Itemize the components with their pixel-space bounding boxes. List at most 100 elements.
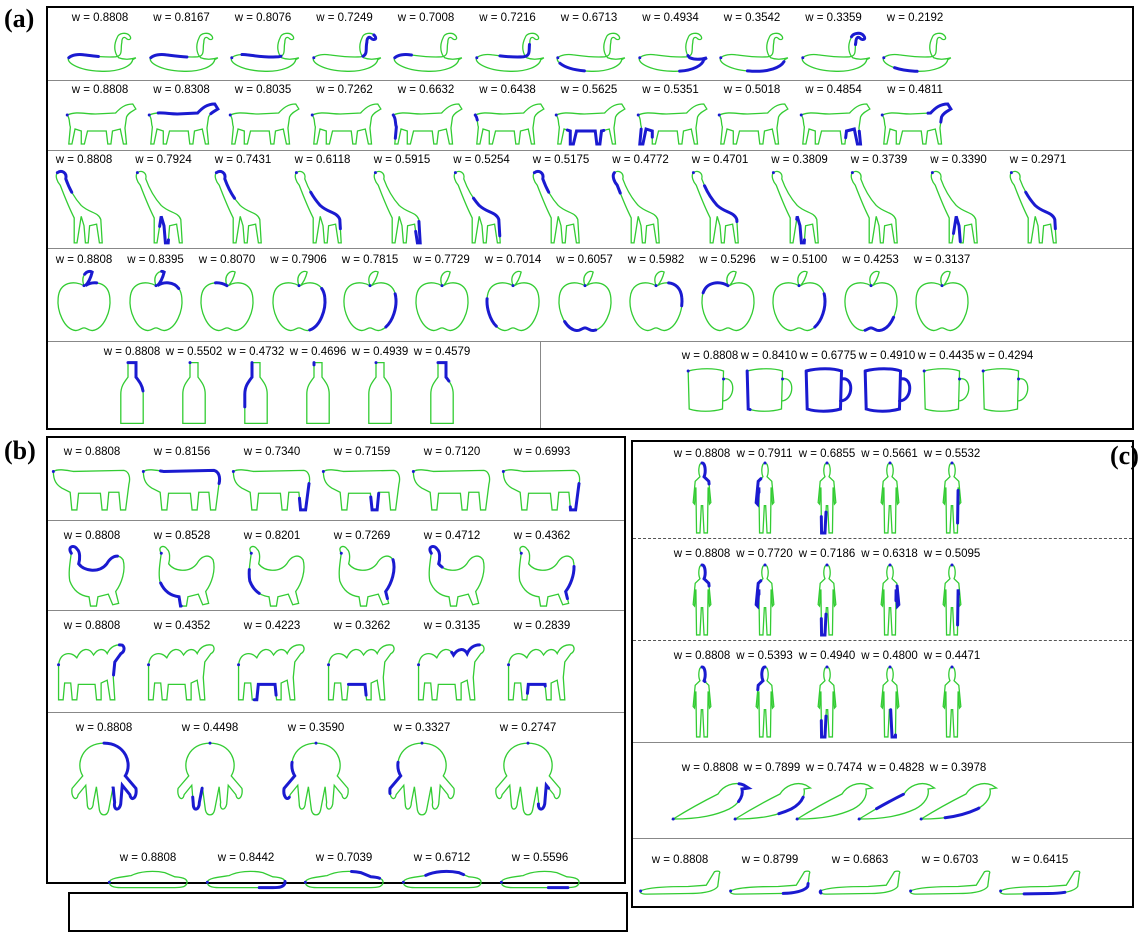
a-swan-item: w = 0.3359 [794,12,874,76]
highlight-segment [429,546,484,606]
contour-outline [943,463,961,533]
b-octopus-item: w = 0.3327 [382,722,462,818]
weight-label: w = 0.8035 [234,84,292,96]
weight-label: w = 0.8156 [153,446,211,458]
contour-outline [143,470,219,510]
a-swan-item: w = 0.8808 [60,12,140,76]
weight-label: w = 0.8070 [198,254,256,266]
c-person3-item: w = 0.4940 [787,650,867,740]
person-contour [748,460,782,536]
contour-outline [59,645,124,700]
contour-outline [747,369,792,412]
weight-label: w = 0.5175 [532,154,590,166]
highlight-segment [394,33,462,71]
weight-label: w = 0.7014 [484,254,542,266]
contour-outline [943,565,961,635]
a-mug-item: w = 0.4294 [965,350,1045,414]
cow-contour [140,460,224,512]
a-giraffe-item: w = 0.6118 [283,154,363,246]
weight-label: w = 0.8808 [75,722,133,734]
highlight-segment [983,369,1028,412]
highlight-segment [129,271,181,330]
giraffe-contour [367,168,437,246]
c-bird-item: w = 0.8808 [670,762,750,826]
c-person1-item: w = 0.7911 [725,448,805,536]
contour-outline [149,104,218,144]
contour-outline [881,565,899,635]
contour-outline [68,33,136,71]
highlight-segment [673,784,748,819]
a-giraffe-item: w = 0.3390 [919,154,999,246]
cow-contour [500,460,584,512]
contour-outline [231,33,299,71]
contour-outline [931,171,977,242]
contour-outline [797,784,872,819]
weight-label: w = 0.7906 [270,254,327,266]
highlight-segment [68,33,136,71]
b-octopus-item: w = 0.4498 [170,722,250,818]
highlight-segment [756,667,774,737]
highlight-segment [393,104,462,144]
car-contour [498,866,582,896]
highlight-segment [69,546,124,606]
contour-outline [178,743,242,815]
weight-label: w = 0.4498 [181,722,239,734]
weight-label: w = 0.4253 [842,254,899,266]
highlight-segment [476,33,544,71]
weight-label: w = 0.4828 [867,762,925,774]
highlight-segment [557,33,625,71]
cow-contour [410,460,494,512]
plane-contour [999,866,1081,898]
a-swan-item: w = 0.4934 [631,12,711,76]
weight-label: w = 0.7186 [798,548,856,560]
weight-label: w = 0.8808 [103,346,161,358]
a-giraffe-item: w = 0.4701 [680,154,760,246]
apple-contour [408,268,476,336]
giraffe-contour [129,168,199,246]
c-plane-item: w = 0.6863 [820,854,900,898]
weight-label: w = 0.5532 [923,448,981,460]
weight-label: w = 0.8410 [740,350,798,362]
a-giraffe-item: w = 0.5175 [521,154,601,246]
contour-outline [701,271,753,330]
a-horse-item: w = 0.8808 [60,84,140,148]
weight-label: w = 0.8076 [234,12,292,24]
b-octopus-item: w = 0.3590 [276,722,356,818]
weight-label: w = 0.3262 [333,620,391,632]
apple-contour [908,268,976,336]
b-rooster-item: w = 0.4712 [412,530,492,610]
c-person2-item: w = 0.8808 [662,548,742,638]
camel-contour [144,634,220,704]
weight-label: w = 0.4772 [612,154,669,166]
a-horse-item: w = 0.6438 [468,84,548,148]
a-mug-item: w = 0.6775 [788,350,868,414]
contour-outline [67,104,136,144]
contour-outline [924,369,969,412]
weight-label: w = 0.4712 [423,530,481,542]
a-bottle-item: w = 0.4732 [216,346,296,426]
mug-contour [684,364,736,414]
bottle-contour [360,360,400,426]
c-person1-item: w = 0.6855 [787,448,867,536]
a-horse-item: w = 0.7262 [305,84,385,148]
plane-contour [909,866,991,898]
weight-label: w = 0.3327 [393,722,451,734]
a-mug-item: w = 0.4910 [847,350,927,414]
highlight-segment [339,546,394,606]
contour-outline [475,104,544,144]
person-contour [873,460,907,536]
car-contour [302,866,386,896]
horse-contour [795,98,873,148]
contour-outline [881,667,899,737]
contour-outline [883,33,951,71]
c-person1-item: w = 0.5661 [850,448,930,536]
highlight-segment [284,743,348,815]
a-horse-item: w = 0.8035 [223,84,303,148]
c-bird-item: w = 0.7899 [732,762,812,826]
person-contour [748,562,782,638]
giraffe-contour [1003,168,1073,246]
weight-label: w = 0.7474 [805,762,863,774]
contour-outline [921,784,996,819]
a-giraffe-item: w = 0.2971 [998,154,1078,246]
contour-outline [239,645,304,700]
